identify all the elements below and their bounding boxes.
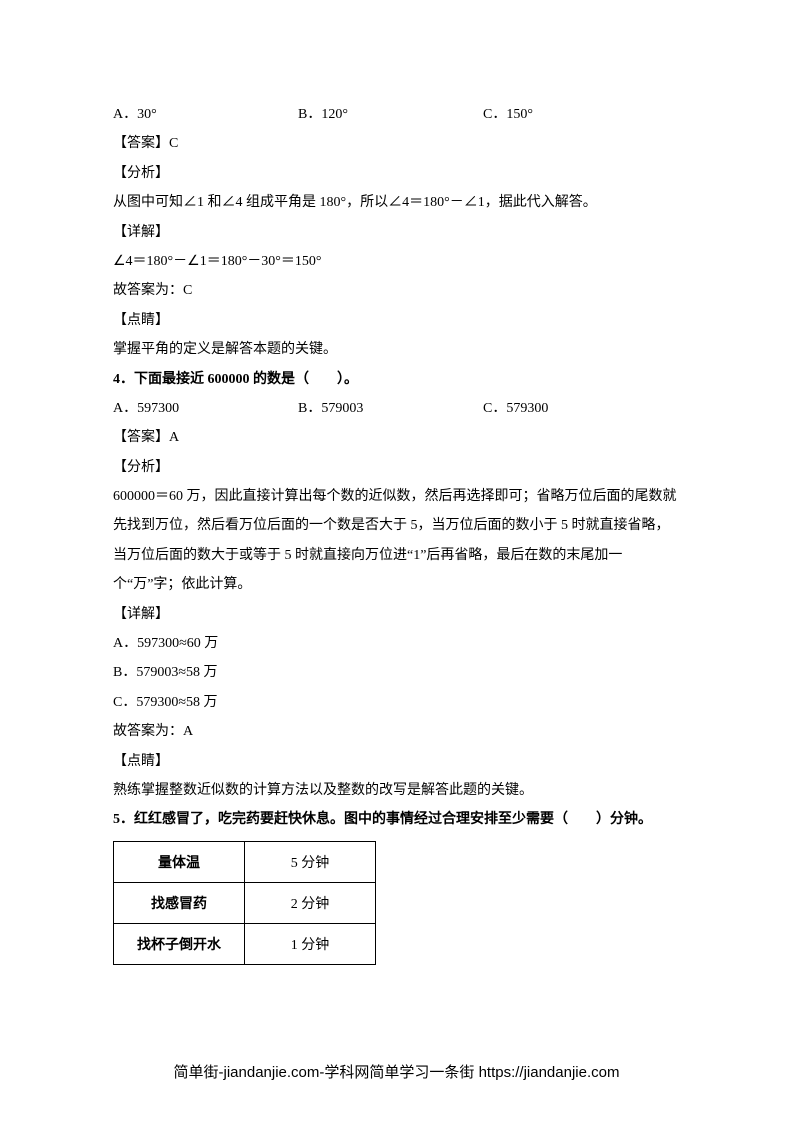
q3-tip-label: 【点睛】 (113, 306, 680, 335)
cell-value: 2 分钟 (245, 882, 376, 923)
cell-label: 找感冒药 (114, 882, 245, 923)
cell-value: 5 分钟 (245, 841, 376, 882)
q4-options: A．597300 B．579003 C．579300 (113, 394, 680, 423)
table-row: 量体温 5 分钟 (114, 841, 376, 882)
q4-stem: 4．下面最接近 600000 的数是（ ）。 (113, 365, 680, 394)
q4-answer: 【答案】A (113, 423, 680, 452)
cell-value: 1 分钟 (245, 923, 376, 964)
q3-option-a: A．30° (113, 100, 298, 129)
q4-detail-c: C．579300≈58 万 (113, 688, 680, 717)
q3-tip: 掌握平角的定义是解答本题的关键。 (113, 335, 680, 364)
q3-analysis-label: 【分析】 (113, 159, 680, 188)
q4-analysis: 600000＝60 万，因此直接计算出每个数的近似数，然后再选择即可；省略万位后… (113, 482, 680, 600)
q5-table: 量体温 5 分钟 找感冒药 2 分钟 找杯子倒开水 1 分钟 (113, 841, 376, 965)
q4-conclusion: 故答案为：A (113, 717, 680, 746)
cell-label: 量体温 (114, 841, 245, 882)
cell-label: 找杯子倒开水 (114, 923, 245, 964)
q4-option-b: B．579003 (298, 394, 483, 423)
q4-option-c: C．579300 (483, 394, 668, 423)
page-footer: 简单街-jiandanjie.com-学科网简单学习一条街 https://ji… (0, 1061, 793, 1082)
q4-analysis-label: 【分析】 (113, 453, 680, 482)
table-row: 找杯子倒开水 1 分钟 (114, 923, 376, 964)
q3-detail-label: 【详解】 (113, 218, 680, 247)
q4-detail-a: A．597300≈60 万 (113, 629, 680, 658)
q3-option-c: C．150° (483, 100, 668, 129)
q4-detail-b: B．579003≈58 万 (113, 658, 680, 687)
q4-tip: 熟练掌握整数近似数的计算方法以及整数的改写是解答此题的关键。 (113, 776, 680, 805)
q3-detail-1: ∠4＝180°－∠1＝180°－30°＝150° (113, 247, 680, 276)
q5-stem: 5．红红感冒了，吃完药要赶快休息。图中的事情经过合理安排至少需要（ ）分钟。 (113, 805, 680, 834)
q3-detail-2: 故答案为：C (113, 276, 680, 305)
q3-options: A．30° B．120° C．150° (113, 100, 680, 129)
document-page: A．30° B．120° C．150° 【答案】C 【分析】 从图中可知∠1 和… (0, 0, 793, 1122)
q3-option-b: B．120° (298, 100, 483, 129)
q4-detail-label: 【详解】 (113, 600, 680, 629)
table-row: 找感冒药 2 分钟 (114, 882, 376, 923)
q3-answer: 【答案】C (113, 129, 680, 158)
q4-tip-label: 【点睛】 (113, 747, 680, 776)
q3-analysis: 从图中可知∠1 和∠4 组成平角是 180°，所以∠4＝180°－∠1，据此代入… (113, 188, 680, 217)
q4-option-a: A．597300 (113, 394, 298, 423)
